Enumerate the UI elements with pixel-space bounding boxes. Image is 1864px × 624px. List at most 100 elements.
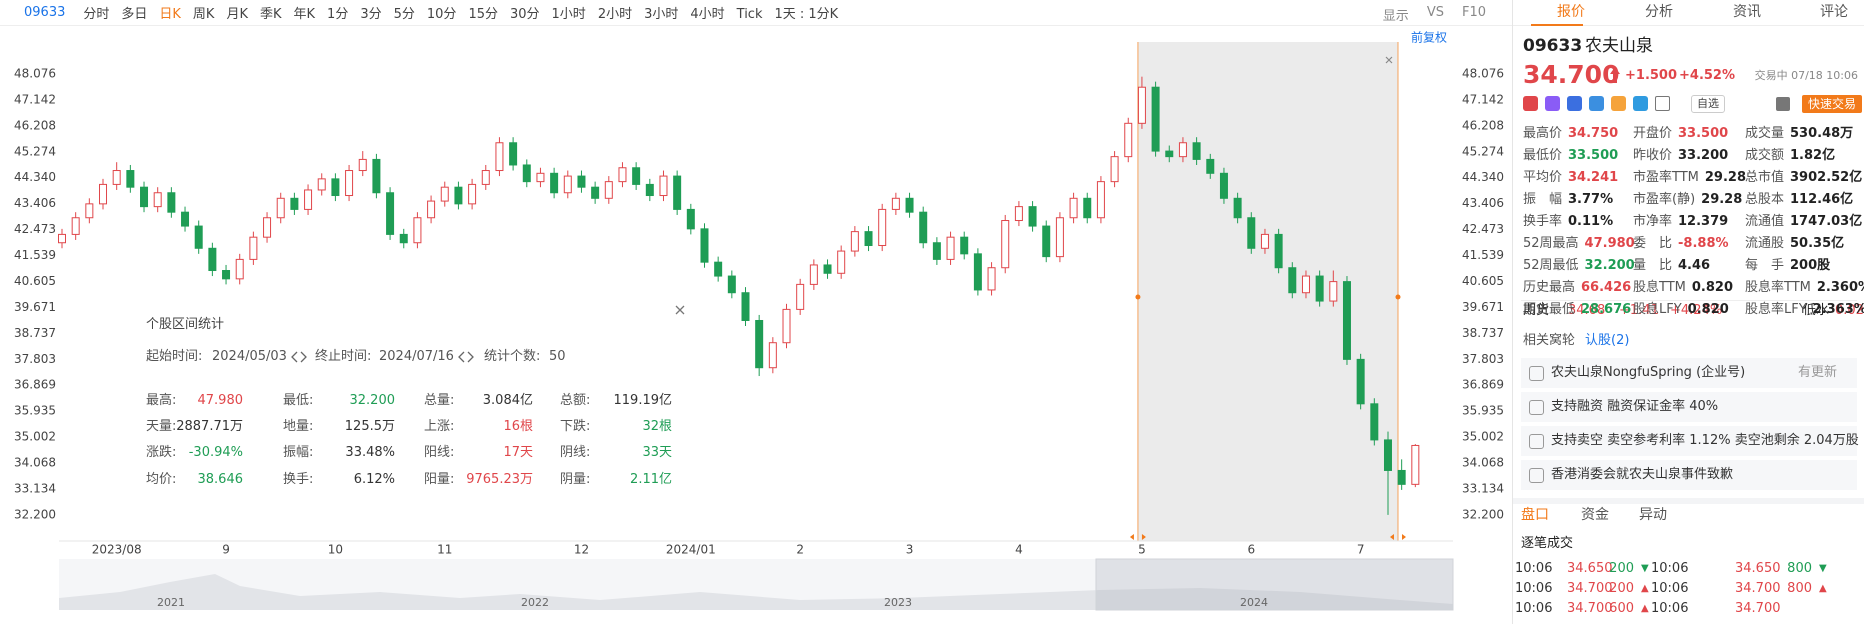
candle-body bbox=[1178, 142, 1187, 158]
trade-volume: 600 bbox=[1609, 601, 1634, 616]
period-tab[interactable]: 1分 bbox=[327, 7, 349, 22]
notice-icon bbox=[1529, 468, 1544, 483]
stat-value: 200股 bbox=[1790, 258, 1831, 273]
period-tab[interactable]: 分时 bbox=[83, 7, 110, 22]
quote-tab[interactable]: 报价 bbox=[1557, 4, 1585, 20]
candle-body bbox=[372, 158, 381, 194]
icon[interactable] bbox=[1633, 96, 1648, 111]
trade-dir: ▲ bbox=[1641, 603, 1649, 614]
candle-body bbox=[331, 178, 340, 197]
candle-body bbox=[358, 158, 367, 172]
notice[interactable]: 支持融资 融资保证金率 40% bbox=[1521, 392, 1857, 422]
candle-body bbox=[249, 236, 258, 260]
stat-value: 32.200 bbox=[349, 393, 396, 408]
quote-tab[interactable]: 分析 bbox=[1645, 4, 1673, 20]
watch-button[interactable]: 自选 bbox=[1691, 95, 1725, 113]
y-tick-label: 39.671 bbox=[1462, 300, 1504, 314]
notice-icon bbox=[1529, 366, 1544, 381]
quote-name: 农夫山泉 bbox=[1585, 36, 1653, 56]
date-switch-icon[interactable] bbox=[291, 350, 307, 364]
stat-label: 委 比 bbox=[1633, 236, 1673, 251]
stat-value: 3.77% bbox=[1568, 192, 1614, 207]
toolbar-button[interactable]: 显示 bbox=[1382, 9, 1409, 24]
period-tab[interactable]: 1天 : 1分K bbox=[774, 7, 839, 22]
icon[interactable] bbox=[1655, 96, 1670, 111]
stat-label: 股息LFY bbox=[1633, 302, 1682, 317]
quote-tab[interactable]: 资讯 bbox=[1733, 4, 1761, 20]
alert-icon[interactable] bbox=[1775, 96, 1791, 112]
period-tab[interactable]: Tick bbox=[736, 7, 763, 22]
period-tab[interactable]: 4小时 bbox=[690, 7, 725, 22]
period-tab[interactable]: 30分 bbox=[509, 7, 540, 22]
period-tab[interactable]: 1小时 bbox=[551, 7, 586, 22]
icon[interactable] bbox=[1611, 96, 1626, 111]
period-tab[interactable]: 年K bbox=[293, 7, 316, 22]
stat-value: 125.5万 bbox=[344, 419, 395, 434]
icon[interactable] bbox=[1567, 96, 1582, 111]
candle-body bbox=[618, 167, 627, 183]
y-tick-label: 38.737 bbox=[14, 326, 56, 340]
trade-time: 10:06 bbox=[1651, 561, 1689, 576]
sub-tab[interactable]: 盘口 bbox=[1521, 507, 1549, 523]
warrants-link[interactable]: 认股(2) bbox=[1585, 333, 1630, 348]
stat-label: 最低: bbox=[283, 393, 314, 408]
quote-tab[interactable]: 评论 bbox=[1820, 4, 1848, 20]
candle-body bbox=[85, 203, 94, 219]
trade-volume: 800 bbox=[1787, 581, 1812, 596]
quote-code: 09633 bbox=[1523, 36, 1583, 56]
stat-label: 换手率 bbox=[1523, 214, 1563, 229]
sub-tab[interactable]: 异动 bbox=[1639, 507, 1667, 523]
notice[interactable]: 香港消委会就农夫山泉事件致歉 bbox=[1521, 460, 1857, 490]
period-tab[interactable]: 日K bbox=[159, 7, 181, 22]
stat-label: 涨跌: bbox=[146, 445, 177, 460]
stat-label: 阴量: bbox=[560, 472, 591, 487]
notice[interactable]: 农夫山泉NongfuSpring (企业号) 有更新 bbox=[1521, 358, 1857, 388]
stock-code[interactable]: 09633 bbox=[24, 5, 66, 20]
y-tick-label: 43.406 bbox=[14, 196, 56, 210]
stat-label: 上涨: bbox=[424, 419, 455, 434]
candle-body bbox=[1397, 469, 1406, 485]
candle-body bbox=[577, 175, 586, 188]
icon[interactable] bbox=[1523, 96, 1538, 111]
period-tab[interactable]: 周K bbox=[192, 7, 215, 22]
date-switch-icon[interactable] bbox=[458, 350, 474, 364]
icon[interactable] bbox=[1589, 96, 1604, 111]
stat-value: 16根 bbox=[503, 419, 533, 434]
stat-value: 33.200 bbox=[1678, 148, 1729, 163]
trade-button[interactable]: 快速交易 bbox=[1802, 95, 1863, 113]
futures-change: +1.41 bbox=[1619, 303, 1659, 318]
stat-label: 平均价 bbox=[1523, 170, 1563, 185]
y-tick-label: 40.605 bbox=[14, 274, 56, 288]
candle-body bbox=[727, 275, 736, 294]
candle-body bbox=[782, 308, 791, 344]
period-tab[interactable]: 10分 bbox=[426, 7, 457, 22]
trade-price: 34.700 bbox=[1567, 601, 1613, 616]
adjust-label[interactable]: 前复权 bbox=[1411, 30, 1447, 45]
icon[interactable] bbox=[1545, 96, 1560, 111]
close-icon[interactable] bbox=[675, 305, 685, 315]
notice-note: 有更新 bbox=[1797, 365, 1837, 380]
candle-body bbox=[878, 208, 887, 247]
count: 50 bbox=[549, 349, 566, 364]
candle-body bbox=[796, 283, 805, 310]
period-tab[interactable]: 季K bbox=[259, 7, 282, 22]
period-tab[interactable]: 多日 bbox=[121, 7, 148, 22]
period-tab[interactable]: 月K bbox=[226, 7, 248, 22]
period-tab[interactable]: 3小时 bbox=[644, 7, 679, 22]
candle-body bbox=[632, 167, 641, 185]
period-tab[interactable]: 5分 bbox=[393, 7, 415, 22]
sub-tab[interactable]: 资金 bbox=[1581, 507, 1609, 523]
toolbar-button[interactable]: VS bbox=[1426, 5, 1444, 20]
stat-label: 最低价 bbox=[1523, 148, 1563, 163]
notice[interactable]: 支持卖空 卖空参考利率 1.12% 卖空池剩余 2.04万股 bbox=[1521, 426, 1859, 456]
stat-value: 530.48万 bbox=[1790, 126, 1854, 141]
period-tab[interactable]: 15分 bbox=[468, 7, 498, 22]
period-tab[interactable]: 2小时 bbox=[597, 7, 633, 22]
stat-label: 流通值 bbox=[1745, 214, 1785, 229]
toolbar-button[interactable]: F10 bbox=[1461, 5, 1486, 20]
candle-body bbox=[413, 217, 422, 244]
stat-value: 1.82亿 bbox=[1790, 148, 1836, 163]
trade-price: 34.700 bbox=[1735, 601, 1781, 616]
period-tab[interactable]: 3分 bbox=[360, 7, 382, 22]
y-tick-label: 46.208 bbox=[1462, 118, 1504, 132]
